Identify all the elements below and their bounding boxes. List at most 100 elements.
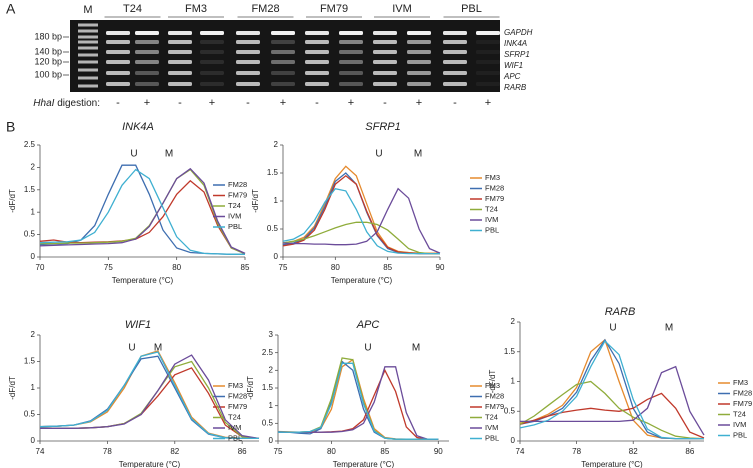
gel-band	[168, 60, 192, 64]
gel-band	[339, 71, 363, 75]
size-label: 180 bp	[34, 31, 62, 41]
digestion-sign: +	[416, 97, 422, 109]
y-tick-label: 1	[31, 383, 36, 392]
y-tick-label: 0.5	[262, 418, 274, 427]
annotation: M	[414, 149, 422, 160]
curve	[40, 354, 260, 440]
gel-band	[106, 40, 130, 44]
curve	[519, 392, 705, 439]
y-tick-label: 3	[269, 330, 274, 339]
digestion-sign: +	[144, 97, 150, 109]
y-axis-label: -dF/dT	[246, 376, 255, 400]
gel-band	[339, 40, 363, 44]
x-tick-label: 85	[380, 447, 389, 456]
gel-band	[476, 60, 500, 64]
gel-band	[443, 40, 467, 44]
curve	[282, 165, 440, 254]
size-label: 100 bp	[34, 69, 62, 79]
gel-band	[168, 82, 192, 86]
y-tick-label: 0	[31, 436, 36, 445]
gel-band	[476, 50, 500, 54]
gel-band	[78, 40, 98, 44]
digestion-sign: +	[348, 97, 354, 109]
curve	[278, 362, 439, 440]
y-tick-label: 0	[511, 436, 516, 445]
gel-band	[106, 60, 130, 64]
curve	[282, 172, 440, 255]
panel-label: B	[6, 119, 15, 135]
y-tick-label: 2	[31, 330, 36, 339]
legend-label: IVM	[228, 211, 241, 220]
gel-band	[106, 71, 130, 75]
legend-label: FM3	[485, 173, 500, 182]
legend-label: FM3	[733, 378, 748, 387]
y-tick-label: 1	[511, 377, 516, 386]
gel-band	[305, 40, 329, 44]
annotation: U	[375, 149, 382, 160]
y-tick-label: 1.5	[504, 347, 516, 356]
x-tick-label: 74	[516, 447, 525, 456]
y-tick-label: 2.5	[24, 140, 36, 149]
gel-band	[200, 40, 224, 44]
gel-band	[200, 60, 224, 64]
curve	[39, 179, 246, 255]
legend-label: T24	[228, 201, 241, 210]
curve	[39, 167, 246, 254]
legend-label: IVM	[485, 423, 498, 432]
gel-band	[271, 31, 295, 35]
digestion-label: HhaI digestion:	[33, 98, 100, 109]
y-tick-label: 1	[269, 401, 274, 410]
gel-band	[106, 82, 130, 86]
x-tick-label: 75	[274, 447, 283, 456]
y-tick-label: 0	[31, 252, 36, 261]
gel-band	[407, 82, 431, 86]
gel-band	[407, 50, 431, 54]
x-tick-label: 90	[436, 263, 445, 272]
y-tick-label: 1.5	[262, 383, 274, 392]
gel-band	[271, 60, 295, 64]
legend-label: T24	[733, 409, 746, 418]
legend-label: FM79	[228, 402, 247, 411]
gel-band	[305, 71, 329, 75]
lane-label: FM28	[251, 3, 279, 15]
gel-band	[200, 71, 224, 75]
curve	[39, 168, 245, 255]
gene-label: WIF1	[504, 61, 523, 70]
y-tick-label: 0	[274, 252, 279, 261]
gel-band	[373, 71, 397, 75]
legend-label: FM79	[485, 194, 504, 203]
gel-band	[78, 23, 98, 27]
x-tick-label: 75	[104, 263, 113, 272]
x-tick-label: 78	[103, 447, 112, 456]
x-axis-label: Temperature (°C)	[333, 460, 395, 468]
legend-label: FM3	[485, 381, 500, 390]
gel-band	[168, 50, 192, 54]
y-tick-label: 1.5	[24, 185, 36, 194]
gel-band	[443, 82, 467, 86]
x-tick-label: 86	[685, 447, 694, 456]
gel-band	[443, 60, 467, 64]
annotation: U	[128, 343, 135, 354]
annotation: U	[609, 323, 616, 334]
gel-band	[476, 71, 500, 75]
gel-band	[443, 31, 467, 35]
enzyme-name: HhaI	[33, 98, 54, 109]
x-tick-label: 70	[36, 263, 45, 272]
digestion-sign: -	[178, 97, 182, 109]
gel-band	[106, 50, 130, 54]
gene-label: APC	[503, 72, 521, 81]
gel-band	[106, 31, 130, 35]
gel-band	[78, 60, 98, 64]
x-tick-label: 85	[241, 263, 250, 272]
gel-band	[305, 82, 329, 86]
chart-title: SFRP1	[365, 121, 400, 133]
gel-band	[373, 60, 397, 64]
curve	[39, 351, 259, 440]
legend-label: T24	[485, 412, 498, 421]
legend-label: FM28	[228, 391, 247, 400]
gel-band	[78, 35, 98, 39]
curve	[519, 339, 704, 440]
y-axis-label: -dF/dT	[251, 189, 260, 213]
curve	[40, 360, 260, 440]
